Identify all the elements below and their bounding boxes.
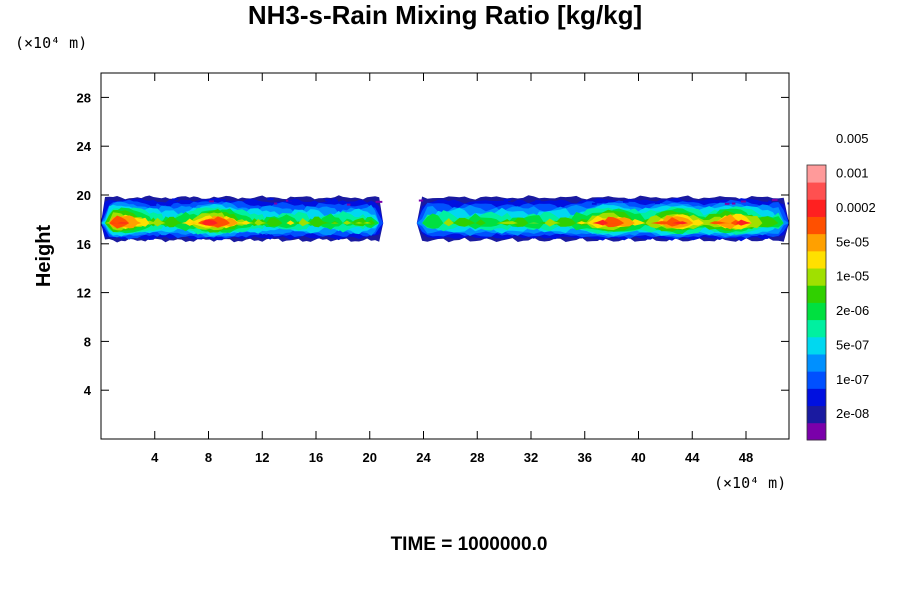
colorbar-label: 0.0002 xyxy=(836,200,876,215)
y-tick-label: 20 xyxy=(77,188,91,203)
colorbar-swatch xyxy=(807,319,826,338)
contour-speck xyxy=(179,200,188,203)
y-scale-label: (×10⁴ m) xyxy=(15,34,87,52)
x-tick-label: 24 xyxy=(416,450,431,465)
plot-frame xyxy=(100,72,790,440)
colorbar-swatch xyxy=(807,216,826,235)
colorbar-swatch xyxy=(807,268,826,286)
contour-speck xyxy=(595,201,603,204)
contour-speck xyxy=(724,202,730,205)
x-tick-label: 4 xyxy=(151,450,159,465)
contour-speck xyxy=(375,200,383,203)
colorbar-swatch xyxy=(807,233,826,252)
colorbar-swatch xyxy=(807,371,826,389)
x-tick-label: 44 xyxy=(685,450,700,465)
contour-speck xyxy=(332,199,338,202)
mixing-ratio-field xyxy=(101,195,789,243)
y-tick-label: 24 xyxy=(77,139,92,154)
contour-speck xyxy=(623,200,629,203)
x-tick-label: 32 xyxy=(524,450,538,465)
contour-band xyxy=(101,215,384,229)
contour-speck xyxy=(218,199,226,202)
y-tick-label: 8 xyxy=(84,334,91,349)
colorbar-swatch xyxy=(807,199,826,217)
contour-band xyxy=(101,212,384,231)
time-label: TIME = 1000000.0 xyxy=(391,534,548,555)
contour-speck xyxy=(267,198,274,201)
colorbar-swatch xyxy=(807,302,826,321)
colorbar-label: 1e-07 xyxy=(836,372,869,387)
colorbar-label: 0.005 xyxy=(836,131,869,146)
contour-speck xyxy=(787,202,789,205)
x-tick-label: 16 xyxy=(309,450,323,465)
colorbar-swatch xyxy=(807,336,826,355)
contour-speck xyxy=(172,198,179,201)
y-axis: 4 8 12 16 20 24 28 xyxy=(77,90,789,398)
x-tick-label: 28 xyxy=(470,450,484,465)
contour-speck xyxy=(565,202,570,205)
contour-speck xyxy=(740,200,747,203)
x-scale-label: (×10⁴ m) xyxy=(714,474,786,492)
y-tick-label: 16 xyxy=(77,237,91,252)
contour-band xyxy=(416,219,789,226)
colorbar-swatch xyxy=(807,165,826,183)
colorbar-label: 2e-06 xyxy=(836,303,869,318)
contour-speck xyxy=(500,200,509,203)
y-tick-label: 12 xyxy=(77,286,91,301)
x-tick-label: 8 xyxy=(205,450,212,465)
x-tick-label: 20 xyxy=(363,450,377,465)
contour-speck xyxy=(208,200,214,203)
colorbar-swatch xyxy=(807,422,826,441)
contour-band xyxy=(416,216,789,228)
colorbar-label: 1e-05 xyxy=(836,269,869,284)
contour-speck xyxy=(535,200,541,203)
colorbar-swatch xyxy=(807,388,826,407)
contour-speck xyxy=(731,202,736,205)
colorbar-frame xyxy=(806,164,827,441)
colorbar-swatch xyxy=(807,354,826,372)
contour-speck xyxy=(768,200,772,203)
y-tick-label: 4 xyxy=(84,383,92,398)
colorbar-label: 0.001 xyxy=(836,166,869,181)
contour-speck xyxy=(418,199,424,202)
chart-title: NH3-s-Rain Mixing Ratio [kg/kg] xyxy=(248,0,642,30)
contour-speck xyxy=(346,203,351,206)
colorbar-label: 2e-08 xyxy=(836,406,869,421)
contour-speck xyxy=(288,199,294,202)
colorbar-swatch xyxy=(807,405,826,424)
y-tick-label: 28 xyxy=(77,90,91,105)
contour-speck xyxy=(356,201,360,204)
contour-speck xyxy=(591,202,597,205)
contour-band xyxy=(101,209,384,233)
colorbar: 2e-08 1e-07 5e-07 2e-06 1e-05 5e-05 0.0002 0.00… xyxy=(806,131,876,441)
colorbar-swatch xyxy=(807,182,826,200)
x-tick-label: 48 xyxy=(739,450,753,465)
colorbar-swatch xyxy=(807,250,826,269)
x-axis: 4 8 12 16 20 24 28 32 36 40 44 48 xyxy=(151,73,753,465)
colorbar-label: 5e-07 xyxy=(836,337,869,352)
contour-speck xyxy=(771,198,778,201)
colorbar-swatch xyxy=(807,285,826,303)
contour-speck xyxy=(503,198,511,201)
contour-speck xyxy=(325,198,331,201)
colorbar-label: 5e-05 xyxy=(836,234,869,249)
y-axis-label: Height xyxy=(33,225,55,288)
contour-speck xyxy=(274,202,278,205)
x-tick-label: 36 xyxy=(578,450,592,465)
contour-speck xyxy=(654,202,660,205)
contour-speck xyxy=(149,203,157,206)
x-tick-label: 12 xyxy=(255,450,269,465)
x-tick-label: 40 xyxy=(631,450,645,465)
